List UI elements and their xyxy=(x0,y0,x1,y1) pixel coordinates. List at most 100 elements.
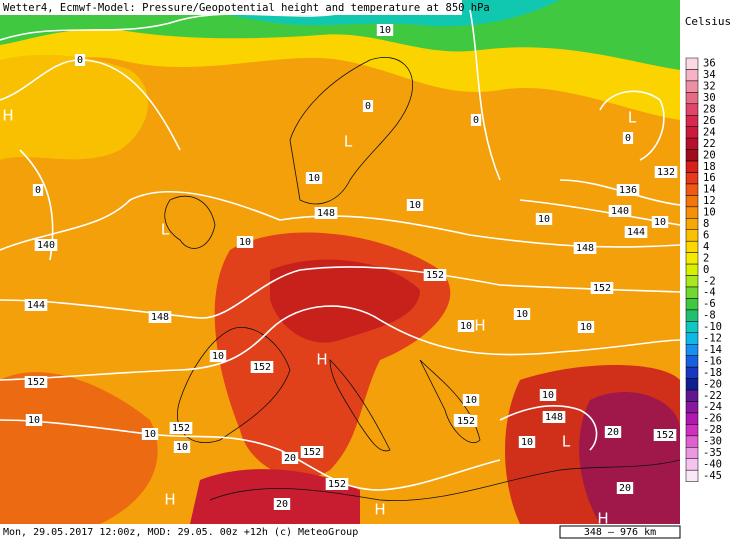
legend-swatch xyxy=(685,126,699,139)
legend-swatch xyxy=(685,263,699,276)
contour-label: 10 xyxy=(580,322,592,333)
legend-label: -18 xyxy=(703,367,722,379)
contour-label: 152 xyxy=(593,283,611,294)
legend-swatch xyxy=(685,298,699,311)
contour-label-box xyxy=(624,226,648,238)
legend: 363432302826242220181614121086420-2-4-6-… xyxy=(685,58,722,482)
contour-label-box xyxy=(590,282,614,294)
contour-label: 152 xyxy=(172,423,190,434)
contour-line xyxy=(499,405,598,451)
yellow-west xyxy=(0,54,149,160)
coastline xyxy=(209,459,680,502)
legend-swatch xyxy=(685,275,699,288)
contour-label: 140 xyxy=(611,206,629,217)
contour-label: 10 xyxy=(521,437,533,448)
contour-label: 148 xyxy=(576,243,594,254)
contour-label: 152 xyxy=(328,479,346,490)
footer-bar xyxy=(0,524,740,540)
contour-label: 144 xyxy=(627,227,645,238)
legend-swatch xyxy=(685,286,699,299)
contour-label: 10 xyxy=(409,200,421,211)
contour-label-box xyxy=(604,426,622,438)
contour-label-box xyxy=(406,199,424,211)
contour-label-box xyxy=(462,394,480,406)
contour-labels: 10 0 0 0 0 0 132 136 140 10 10 10 10 144 148 148 140 10 15… xyxy=(24,24,678,510)
legend-label: 0 xyxy=(703,264,709,276)
legend-label: 14 xyxy=(703,184,716,196)
legend-swatch xyxy=(685,458,699,471)
contour-label-box xyxy=(539,389,557,401)
legend-swatch xyxy=(685,469,699,482)
legend-swatch xyxy=(685,172,699,185)
legend-label: -40 xyxy=(703,458,722,470)
legend-label: -35 xyxy=(703,447,722,459)
contour-label-box xyxy=(616,482,634,494)
legend-swatch xyxy=(685,321,699,334)
map: 10 0 0 0 0 0 132 136 140 10 10 10 10 144 148 148 140 10 15… xyxy=(0,0,680,528)
legend-swatch xyxy=(685,401,699,414)
legend-label: -14 xyxy=(703,344,722,356)
contour-label-box xyxy=(616,184,640,196)
contour-label-box xyxy=(470,114,482,126)
contour-line xyxy=(0,419,501,491)
legend-label: 12 xyxy=(703,195,716,207)
scale-bar xyxy=(559,525,681,539)
footer-info: Mon, 29.05.2017 12:00z, MOD: 29.05. 00z … xyxy=(3,527,358,538)
contour-label: 10 xyxy=(308,173,320,184)
contour-label: 10 xyxy=(28,415,40,426)
contour-label: 148 xyxy=(317,208,335,219)
coastline xyxy=(419,359,481,443)
legend-swatch xyxy=(685,218,699,231)
legend-label: 22 xyxy=(703,138,716,150)
legend-swatch xyxy=(685,366,699,379)
pressure-marker: L xyxy=(344,133,353,151)
legend-swatch xyxy=(685,252,699,265)
contour-label-box xyxy=(608,205,632,217)
legend-label: -4 xyxy=(703,287,716,299)
legend-swatch xyxy=(685,206,699,219)
legend-label: 4 xyxy=(703,241,709,253)
contour-label: 0 xyxy=(625,133,631,144)
legend-label: 16 xyxy=(703,172,716,184)
contour-label-box xyxy=(577,321,595,333)
legend-swatch xyxy=(685,424,699,437)
contour-label-box xyxy=(423,269,447,281)
contour-label: 132 xyxy=(657,167,675,178)
contour-label: 10 xyxy=(538,214,550,225)
contour-line xyxy=(0,266,680,319)
contour-label-box xyxy=(454,415,478,427)
legend-label: 2 xyxy=(703,252,709,264)
legend-label: 6 xyxy=(703,229,709,241)
legend-label: 28 xyxy=(703,104,716,116)
pressure-marker: H xyxy=(597,510,608,528)
coastline xyxy=(177,327,291,443)
legend-swatch xyxy=(685,92,699,105)
contour-label: 20 xyxy=(607,427,619,438)
contour-label: 152 xyxy=(426,270,444,281)
contour-label-box xyxy=(24,299,48,311)
legend-label: 26 xyxy=(703,115,716,127)
contour-label-box xyxy=(513,308,531,320)
contour-label-box xyxy=(654,166,678,178)
legend-label: -2 xyxy=(703,275,716,287)
legend-swatch xyxy=(685,229,699,242)
contour-line xyxy=(0,305,680,381)
contour-label: 20 xyxy=(619,483,631,494)
pressure-markers: L L L H H H H H L H xyxy=(2,107,636,528)
pressure-marker: L xyxy=(562,433,571,451)
contour-label-box xyxy=(314,207,338,219)
legend-label: 30 xyxy=(703,92,716,104)
contour-line xyxy=(0,190,680,251)
contour-label: 10 xyxy=(212,351,224,362)
contour-line xyxy=(0,9,361,41)
contour-label: 136 xyxy=(619,185,637,196)
contour-label-box xyxy=(535,213,553,225)
pressure-marker: L xyxy=(161,221,170,239)
contour-label-box xyxy=(24,376,48,388)
legend-swatch xyxy=(685,149,699,162)
contour-label-box xyxy=(250,361,274,373)
contour-label: 0 xyxy=(77,55,83,66)
contour-label: 10 xyxy=(176,442,188,453)
coastline xyxy=(289,57,413,205)
legend-label: 20 xyxy=(703,149,716,161)
